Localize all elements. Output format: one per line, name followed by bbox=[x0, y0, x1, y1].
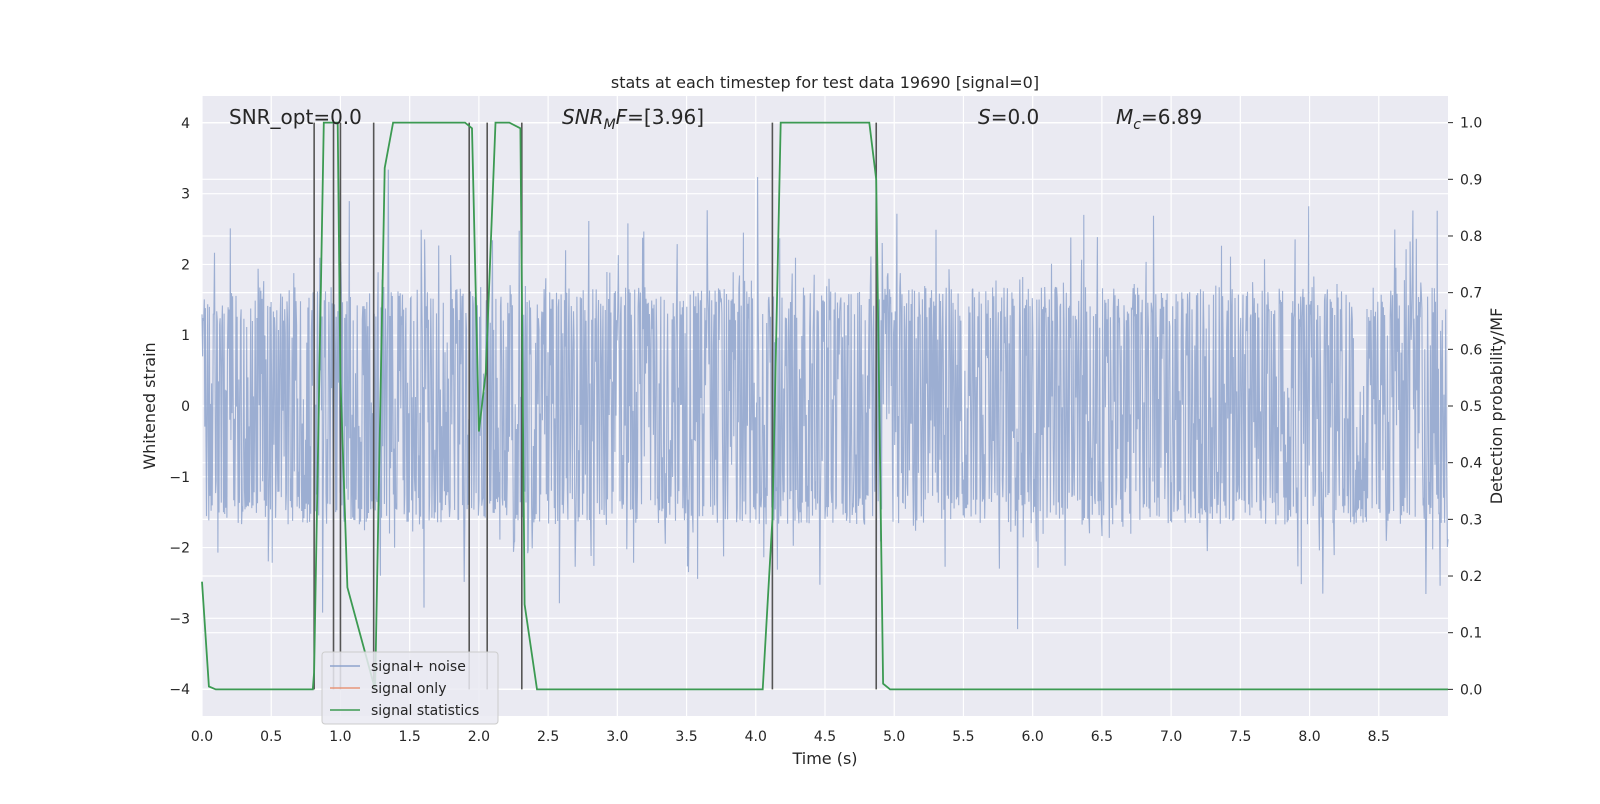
legend-label-signal-statistics: signal statistics bbox=[371, 703, 479, 719]
y-axis-label-right: Detection probability/MF bbox=[1487, 308, 1506, 505]
x-tick-label: 2.0 bbox=[468, 729, 490, 745]
x-axis-label: Time (s) bbox=[791, 749, 857, 768]
y-right-tick-label: 0.8 bbox=[1460, 229, 1482, 245]
y-left-tick-label: 4 bbox=[181, 116, 190, 132]
y-left-tick-label: −3 bbox=[169, 611, 190, 627]
signal-statistics-line bbox=[201, 121, 1448, 691]
x-tick-label: 5.5 bbox=[952, 729, 974, 745]
x-tick-label: 8.5 bbox=[1368, 729, 1390, 745]
axis-layer: 0.0 0.5 1.0 1.5 2.0 2.5 3.0 3.5 4.0 4.5 5.0 5.5 6.0 6… bbox=[169, 116, 1482, 745]
legend: signal+ noise signal only signal statist… bbox=[321, 651, 499, 725]
signal-statistics-series bbox=[201, 121, 1448, 691]
annotation-s-stat: S=0.0 bbox=[978, 105, 1039, 129]
x-tick-label: 0.5 bbox=[260, 729, 282, 745]
annotation-mc: Mc=6.89 bbox=[1116, 105, 1202, 133]
legend-label-signal-only: signal only bbox=[371, 681, 446, 697]
signal-noise-series bbox=[201, 169, 1449, 630]
x-tick-label: 1.5 bbox=[399, 729, 421, 745]
x-tick-label: 6.5 bbox=[1091, 729, 1113, 745]
annotation-snr-opt: SNR_opt=0.0 bbox=[229, 105, 362, 129]
y-right-tick-label: 0.3 bbox=[1460, 512, 1482, 528]
x-tick-label: 4.5 bbox=[814, 729, 836, 745]
x-tick-label: 3.0 bbox=[606, 729, 628, 745]
y-right-tick-label: 0.1 bbox=[1460, 626, 1482, 642]
x-tick-label: 4.0 bbox=[745, 729, 767, 745]
y-right-tick-label: 1.0 bbox=[1460, 116, 1482, 132]
x-tick-label: 7.5 bbox=[1229, 729, 1251, 745]
y-left-tick-label: 0 bbox=[181, 399, 190, 415]
y-right-tick-label: 0.2 bbox=[1460, 569, 1482, 585]
x-tick-label: 5.0 bbox=[883, 729, 905, 745]
signal-noise-line bbox=[201, 169, 1449, 630]
y-right-tick-label: 0.5 bbox=[1460, 399, 1482, 415]
y-left-tick-label: −2 bbox=[169, 541, 190, 557]
y-right-tick-label: 0.4 bbox=[1460, 456, 1482, 472]
y-right-tick-label: 0.9 bbox=[1460, 172, 1482, 188]
legend-box bbox=[321, 651, 499, 725]
annotation-snr-mf: SNRMF=[3.96] bbox=[562, 105, 704, 133]
x-tick-label: 8.0 bbox=[1298, 729, 1320, 745]
x-tick-label: 1.0 bbox=[329, 729, 351, 745]
y-left-tick-label: −1 bbox=[169, 470, 190, 486]
legend-label-signal-noise: signal+ noise bbox=[371, 659, 466, 675]
x-tick-label: 0.0 bbox=[191, 729, 213, 745]
y-left-tick-label: 3 bbox=[181, 187, 190, 203]
y-axis-label-left: Whitened strain bbox=[140, 342, 159, 469]
x-tick-label: 6.0 bbox=[1022, 729, 1044, 745]
y-left-tick-label: 2 bbox=[181, 257, 190, 273]
y-right-tick-label: 0.6 bbox=[1460, 342, 1482, 358]
y-left-tick-label: −4 bbox=[169, 682, 190, 698]
x-tick-label: 3.5 bbox=[675, 729, 697, 745]
x-tick-label: 2.5 bbox=[537, 729, 559, 745]
y-right-tick-label: 0.0 bbox=[1460, 682, 1482, 698]
y-left-tick-label: 1 bbox=[181, 328, 190, 344]
x-tick-label: 7.0 bbox=[1160, 729, 1182, 745]
y-right-tick-label: 0.7 bbox=[1460, 286, 1482, 302]
chart-title: stats at each timestep for test data 196… bbox=[611, 73, 1039, 92]
